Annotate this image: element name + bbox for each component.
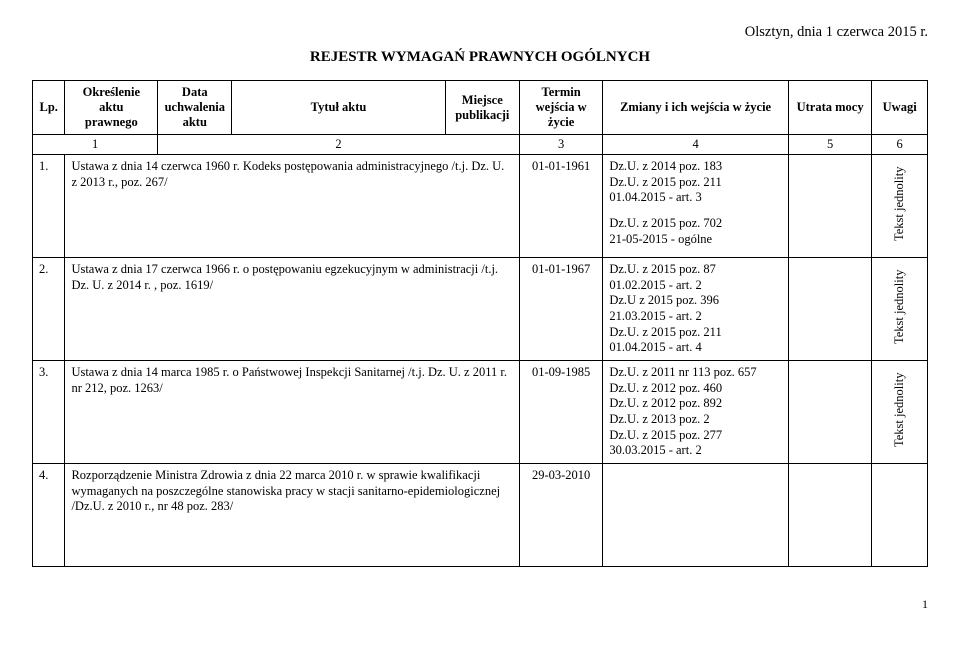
title-text: Rozporządzenie Ministra Zdrowia z dnia 2…: [71, 468, 512, 515]
cell-termin: 29-03-2010: [519, 464, 602, 567]
cell-utrata: [788, 155, 871, 258]
cell-zmiany: Dz.U. z 2015 poz. 87 01.02.2015 - art. 2…: [603, 258, 789, 361]
uwagi-text: Tekst jednolity: [892, 262, 907, 352]
cell-termin: 01-09-1985: [519, 361, 602, 464]
cell-zmiany: [603, 464, 789, 567]
col-okreslenie: Określenie aktu prawnego: [65, 81, 158, 135]
cell-utrata: [788, 361, 871, 464]
cell-lp: 1.: [33, 155, 65, 258]
cell-termin: 01-01-1961: [519, 155, 602, 258]
header-date: Olsztyn, dnia 1 czerwca 2015 r.: [32, 24, 928, 41]
cell-uwagi: Tekst jednolity: [872, 258, 928, 361]
numcell-1: 1: [33, 135, 158, 155]
cell-title: Rozporządzenie Ministra Zdrowia z dnia 2…: [65, 464, 519, 567]
col-miejsce: Miejsce publikacji: [445, 81, 519, 135]
cell-termin: 01-01-1967: [519, 258, 602, 361]
zmiany-text: Dz.U. z 2011 nr 113 poz. 657 Dz.U. z 201…: [609, 365, 782, 459]
cell-uwagi: Tekst jednolity: [872, 361, 928, 464]
numcell-5: 5: [788, 135, 871, 155]
col-termin: Termin wejścia w życie: [519, 81, 602, 135]
numcell-6: 6: [872, 135, 928, 155]
register-table: Lp. Określenie aktu prawnego Data uchwal…: [32, 80, 928, 567]
title-text: Ustawa z dnia 14 czerwca 1960 r. Kodeks …: [71, 159, 512, 190]
title-text: Ustawa z dnia 17 czerwca 1966 r. o postę…: [71, 262, 512, 293]
zmiany-extra-text: Dz.U. z 2015 poz. 702 21-05-2015 - ogóln…: [609, 216, 782, 247]
cell-title: Ustawa z dnia 14 czerwca 1960 r. Kodeks …: [65, 155, 519, 258]
numcell-4: 4: [603, 135, 789, 155]
number-row: 1 2 3 4 5 6: [33, 135, 928, 155]
col-utrata: Utrata mocy: [788, 81, 871, 135]
table-row: 3. Ustawa z dnia 14 marca 1985 r. o Pańs…: [33, 361, 928, 464]
cell-lp: 4.: [33, 464, 65, 567]
col-data: Data uchwalenia aktu: [158, 81, 232, 135]
table-row: 1. Ustawa z dnia 14 czerwca 1960 r. Kode…: [33, 155, 928, 258]
table-row: 4. Rozporządzenie Ministra Zdrowia z dni…: [33, 464, 928, 567]
cell-utrata: [788, 464, 871, 567]
col-uwagi: Uwagi: [872, 81, 928, 135]
numcell-2: 2: [158, 135, 520, 155]
cell-lp: 3.: [33, 361, 65, 464]
col-lp: Lp.: [33, 81, 65, 135]
cell-title: Ustawa z dnia 14 marca 1985 r. o Państwo…: [65, 361, 519, 464]
document-title: REJESTR WYMAGAŃ PRAWNYCH OGÓLNYCH: [32, 49, 928, 66]
cell-zmiany: Dz.U. z 2011 nr 113 poz. 657 Dz.U. z 201…: [603, 361, 789, 464]
title-text: Ustawa z dnia 14 marca 1985 r. o Państwo…: [71, 365, 512, 396]
table-row: 2. Ustawa z dnia 17 czerwca 1966 r. o po…: [33, 258, 928, 361]
cell-zmiany: Dz.U. z 2014 poz. 183 Dz.U. z 2015 poz. …: [603, 155, 789, 258]
numcell-3: 3: [519, 135, 602, 155]
uwagi-text: Tekst jednolity: [892, 159, 907, 249]
uwagi-text: Tekst jednolity: [892, 365, 907, 455]
col-tytul: Tytuł aktu: [232, 81, 445, 135]
page-number: 1: [32, 597, 928, 612]
cell-uwagi: Tekst jednolity: [872, 155, 928, 258]
col-zmiany: Zmiany i ich wejścia w życie: [603, 81, 789, 135]
cell-uwagi: [872, 464, 928, 567]
zmiany-text: Dz.U. z 2014 poz. 183 Dz.U. z 2015 poz. …: [609, 159, 782, 206]
zmiany-text: Dz.U. z 2015 poz. 87 01.02.2015 - art. 2…: [609, 262, 782, 356]
cell-utrata: [788, 258, 871, 361]
cell-lp: 2.: [33, 258, 65, 361]
header-row: Lp. Określenie aktu prawnego Data uchwal…: [33, 81, 928, 135]
cell-title: Ustawa z dnia 17 czerwca 1966 r. o postę…: [65, 258, 519, 361]
